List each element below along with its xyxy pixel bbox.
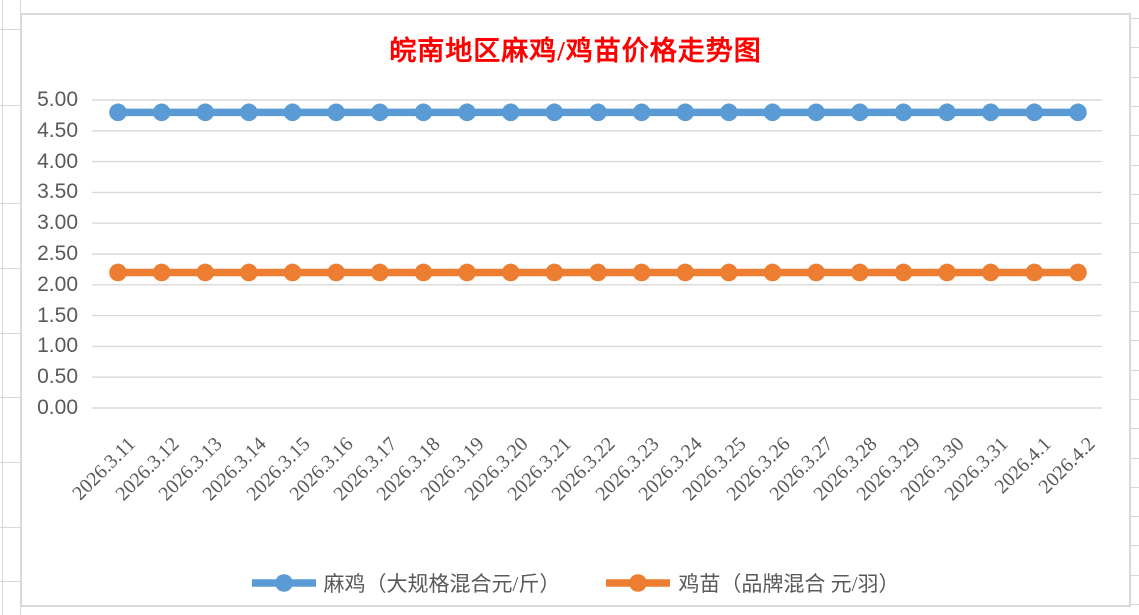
cell-border: [1131, 399, 1139, 400]
chart-title: 皖南地区麻鸡/鸡苗价格走势图: [389, 36, 762, 66]
cell-border: [1131, 194, 1139, 195]
cell-border: [2, 0, 3, 615]
cell-border: [20, 607, 21, 615]
y-tick-label: 2.00: [37, 272, 78, 296]
cell-border: [0, 333, 20, 334]
cell-border: [0, 203, 20, 204]
cell-border: [1131, 370, 1139, 371]
y-tick-label: 1.50: [37, 303, 78, 327]
y-tick-label: 3.50: [37, 180, 78, 204]
cell-border: [1131, 575, 1139, 576]
legend-line-marker-icon: [251, 574, 316, 592]
cell-border: [1131, 487, 1139, 488]
cell-border: [0, 581, 20, 582]
y-tick-label: 4.50: [37, 118, 78, 142]
cell-border: [1131, 77, 1139, 78]
cell-border: [1131, 165, 1139, 166]
y-tick-label: 3.00: [37, 211, 78, 235]
cell-border: [0, 268, 20, 269]
cell-border: [1131, 223, 1139, 224]
cell-border: [1131, 311, 1139, 312]
cell-border: [0, 29, 20, 30]
y-tick-label: 5.00: [37, 88, 78, 111]
cell-border: [1131, 516, 1139, 517]
y-tick-label: 1.00: [37, 334, 78, 358]
y-tick-label: 2.50: [37, 242, 78, 265]
cell-border: [1131, 458, 1139, 459]
cell-border: [1131, 47, 1139, 48]
cell-border: [0, 397, 20, 398]
cell-border: [1131, 604, 1139, 605]
cell-border: [1131, 282, 1139, 283]
cell-border: [1131, 18, 1139, 19]
chart-canvas[interactable]: 皖南地区麻鸡/鸡苗价格走势图 麻鸡（大规格混合元/斤） 鸡苗（品牌混合 元/羽）: [20, 13, 1131, 607]
chart-legend: 麻鸡（大规格混合元/斤） 鸡苗（品牌混合 元/羽）: [22, 567, 1129, 599]
cell-border: [1131, 428, 1139, 429]
cell-border: [1131, 545, 1139, 546]
cell-border: [1131, 252, 1139, 253]
y-tick-label: 0.00: [37, 396, 78, 419]
y-tick-label: 0.50: [37, 365, 78, 389]
cell-border: [1131, 135, 1139, 136]
legend-label: 麻鸡（大规格混合元/斤）: [323, 572, 561, 596]
cell-border: [0, 527, 20, 528]
legend-item-0[interactable]: 麻鸡（大规格混合元/斤）: [251, 568, 561, 598]
legend-item-1[interactable]: 鸡苗（品牌混合 元/羽）: [606, 568, 899, 598]
cell-border: [0, 105, 20, 106]
cell-border: [20, 0, 21, 13]
legend-label: 鸡苗（品牌混合 元/羽）: [678, 572, 900, 596]
legend-line-marker-icon: [606, 574, 671, 592]
cell-border: [0, 462, 20, 463]
cell-border: [1131, 340, 1139, 341]
y-tick-label: 4.00: [37, 149, 78, 173]
cell-border: [1131, 106, 1139, 107]
